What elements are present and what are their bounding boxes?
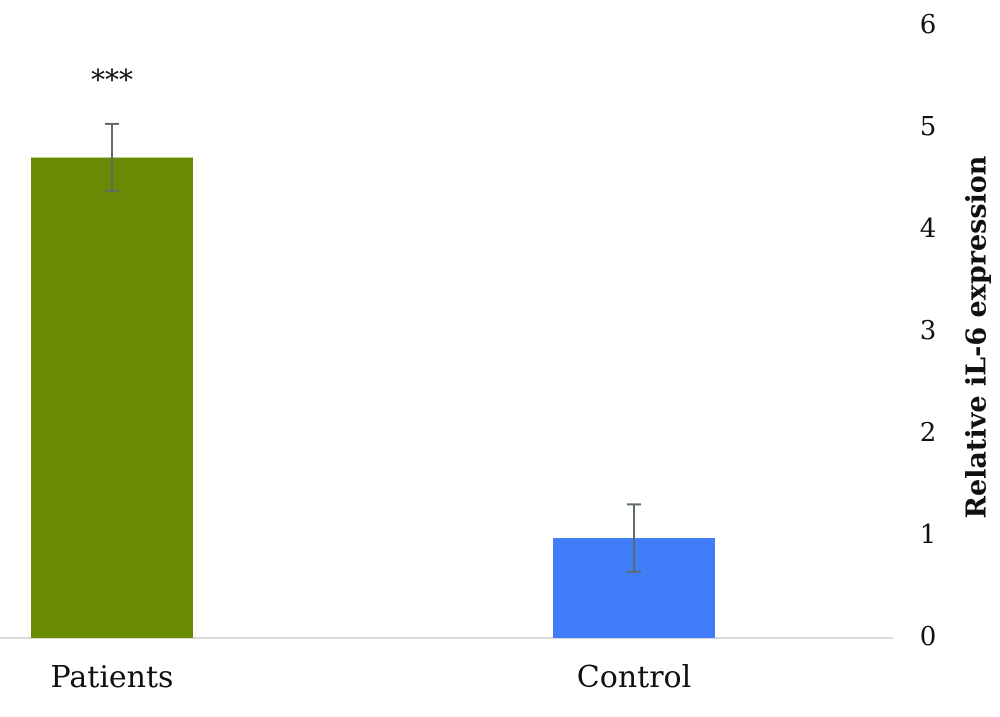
- x-tick-label: Patients: [51, 660, 174, 695]
- error-bar: [627, 503, 641, 573]
- x-tick-label: Control: [577, 660, 691, 695]
- y-axis-title: Relative iL-6 expression: [962, 155, 993, 518]
- y-tick-label: 1: [920, 520, 937, 550]
- error-bar: [105, 122, 119, 193]
- y-tick-label: 4: [920, 214, 937, 244]
- y-tick-label: 2: [920, 418, 937, 448]
- significance-label: ***: [91, 63, 133, 96]
- y-tick-label: 3: [920, 316, 937, 346]
- bar: [31, 157, 193, 638]
- y-tick-label: 6: [920, 10, 937, 40]
- y-tick-label: 5: [920, 112, 937, 142]
- y-tick-label: 0: [920, 622, 937, 652]
